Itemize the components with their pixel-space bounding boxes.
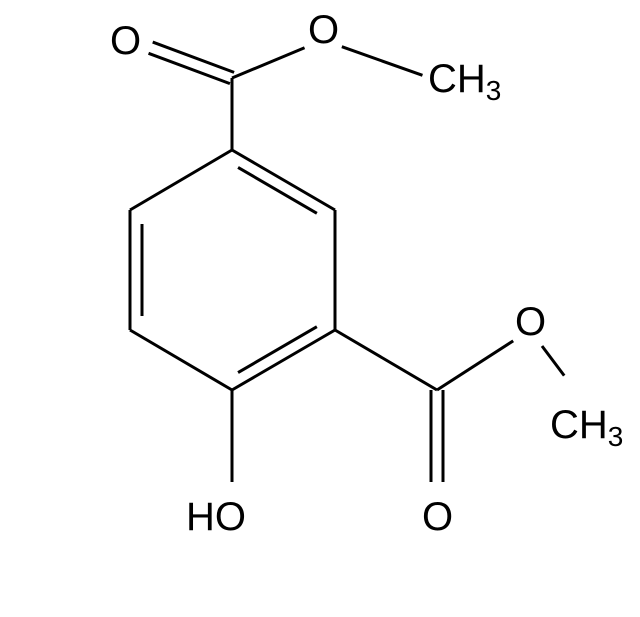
svg-text:O: O <box>515 300 546 344</box>
svg-text:O: O <box>110 19 141 63</box>
svg-text:CH3: CH3 <box>550 403 623 452</box>
hydroxyl-label: HO <box>186 495 246 539</box>
svg-text:O: O <box>422 495 453 539</box>
svg-text:CH3: CH3 <box>428 57 501 106</box>
molecule-diagram: O O CH3 O O CH3 HO <box>0 0 640 617</box>
svg-text:O: O <box>308 8 339 52</box>
